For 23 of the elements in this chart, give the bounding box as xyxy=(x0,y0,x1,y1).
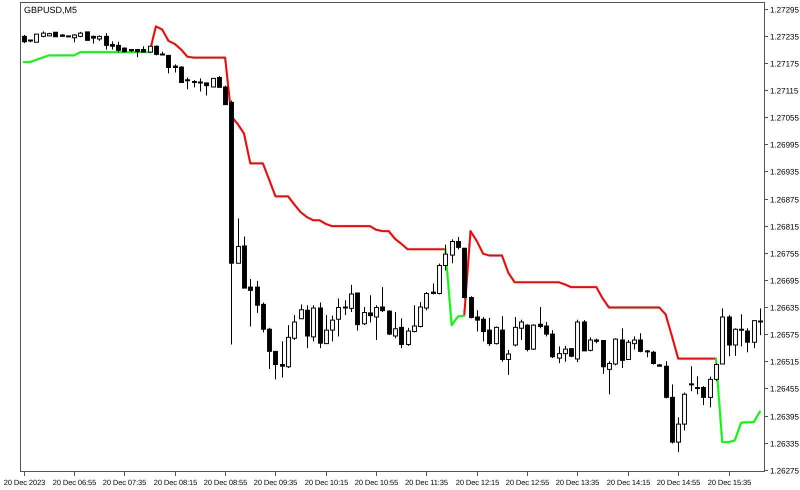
y-tick-label: 1.27055 xyxy=(770,113,800,122)
candlestick xyxy=(745,328,750,353)
y-tick-label: 1.27175 xyxy=(770,59,800,68)
y-tick-label: 1.26755 xyxy=(770,249,800,258)
y-tick-label: 1.27115 xyxy=(770,86,799,96)
y-tick-label: 1.26395 xyxy=(770,412,800,422)
y-tick-label: 1.26335 xyxy=(770,439,800,448)
y-tick-label: 1.27235 xyxy=(770,32,800,42)
candlestick xyxy=(462,247,467,299)
candlestick xyxy=(657,363,662,368)
y-tick-label: 1.26515 xyxy=(770,357,800,366)
y-tick-label: 1.26575 xyxy=(770,330,800,340)
y-tick-label: 1.26935 xyxy=(770,167,800,176)
y-tick-label: 1.26455 xyxy=(770,384,800,394)
y-tick-label: 1.27295 xyxy=(770,5,800,14)
y-tick-label: 1.26635 xyxy=(770,303,800,312)
candlestick xyxy=(689,366,694,392)
y-tick-label: 1.26995 xyxy=(770,140,800,150)
y-tick-label: 1.26695 xyxy=(770,276,800,286)
y-tick-label: 1.26275 xyxy=(770,466,800,476)
chart-title: GBPUSD,M5 xyxy=(24,5,78,15)
y-tick-label: 1.26875 xyxy=(770,195,800,204)
y-tick-label: 1.26815 xyxy=(770,222,800,232)
